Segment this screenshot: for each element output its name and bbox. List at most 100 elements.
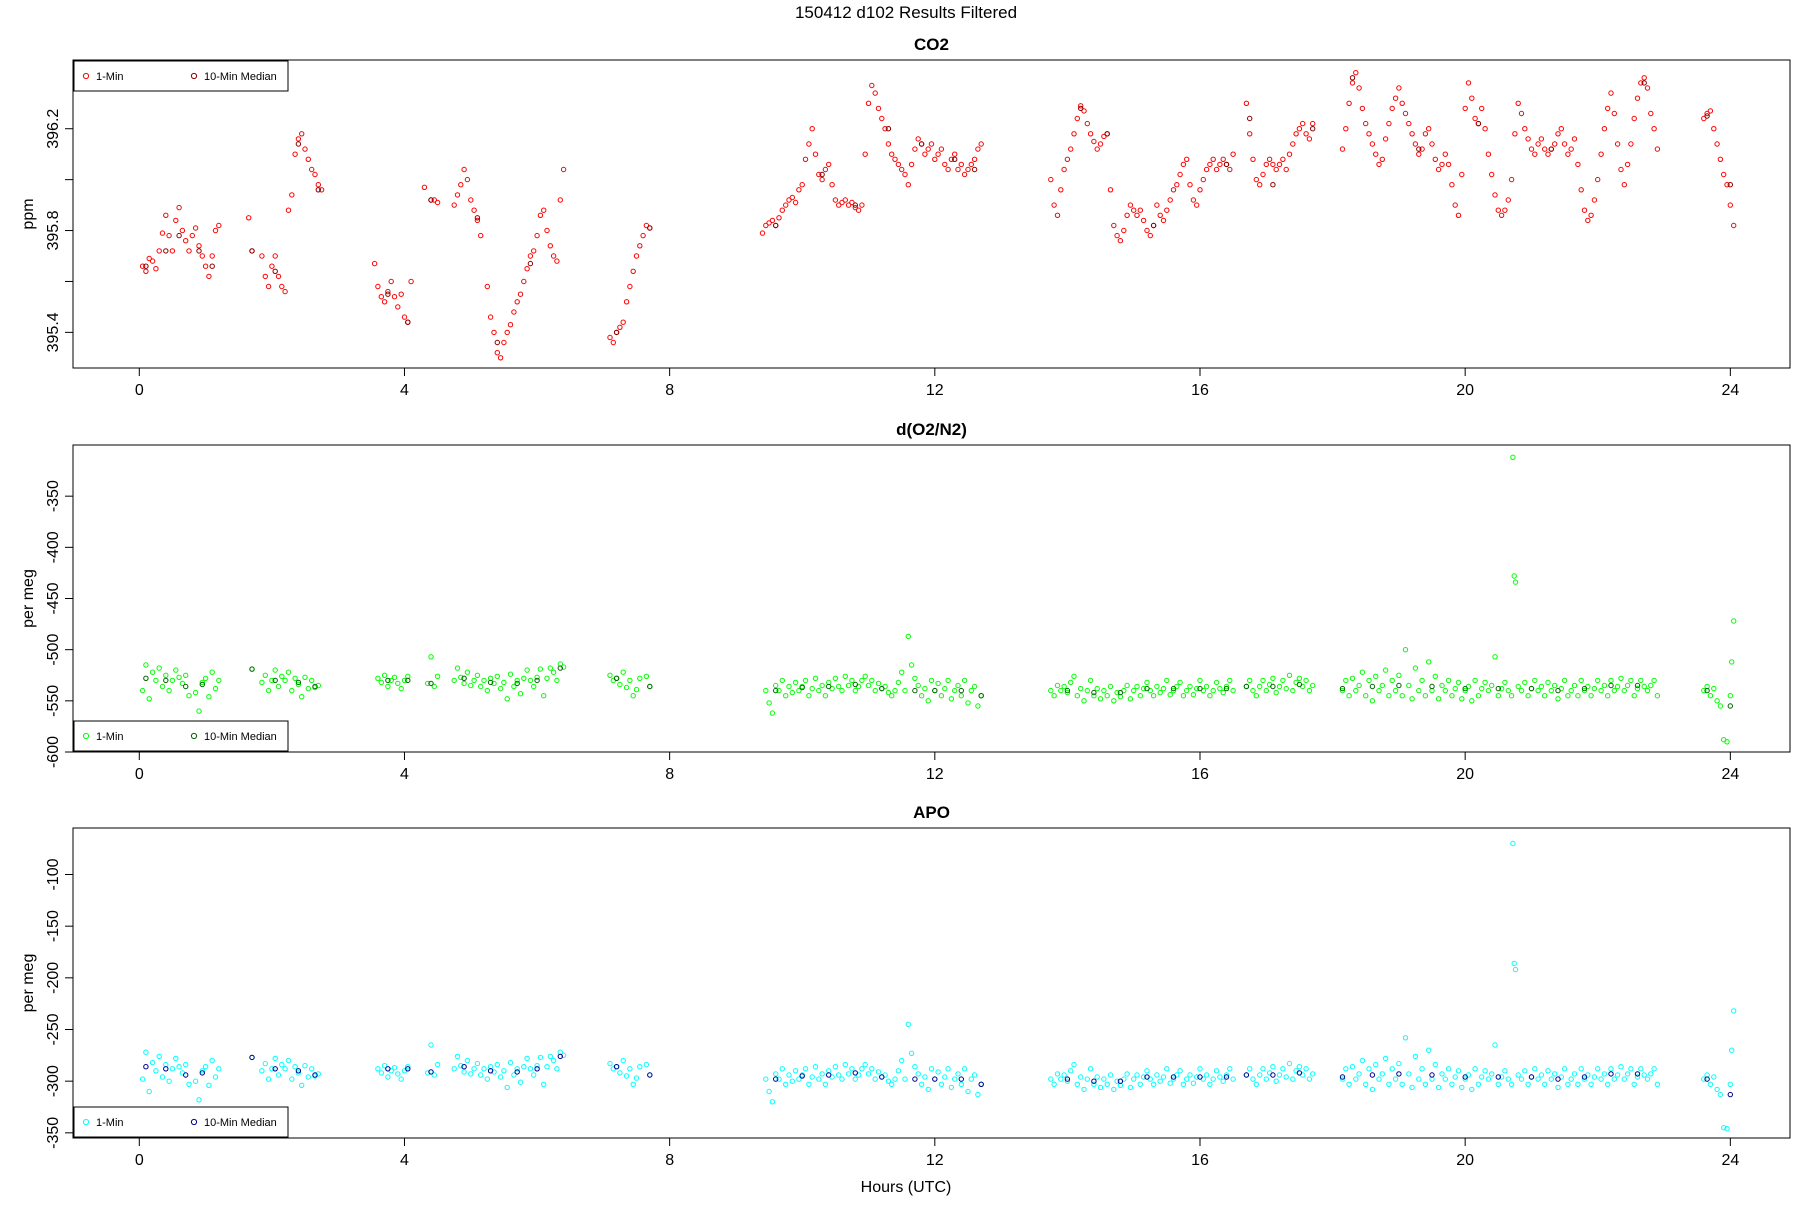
data-point <box>978 693 984 699</box>
data-point <box>1091 138 1097 145</box>
data-point <box>1432 1061 1439 1068</box>
data-point <box>1253 693 1260 699</box>
data-point <box>855 207 862 213</box>
data-point <box>1452 685 1458 692</box>
data-point <box>1611 687 1618 694</box>
data-point <box>494 350 500 356</box>
data-point <box>1621 687 1628 694</box>
data-point <box>942 685 948 692</box>
data-point <box>1200 176 1207 183</box>
data-point <box>458 674 464 680</box>
data-point <box>1346 1081 1352 1088</box>
data-point <box>925 698 931 704</box>
data-point <box>1518 687 1525 694</box>
data-point <box>371 260 378 267</box>
data-point <box>1498 1074 1505 1080</box>
data-point <box>279 673 285 679</box>
data-point <box>1426 1047 1432 1053</box>
data-point <box>285 1057 292 1064</box>
data-point <box>1363 693 1369 699</box>
data-point <box>1701 115 1707 122</box>
data-point <box>912 146 918 152</box>
data-point <box>1704 687 1710 694</box>
data-point <box>560 166 567 173</box>
data-point <box>1475 693 1482 699</box>
data-point <box>1611 1076 1618 1082</box>
data-point <box>971 1072 978 1078</box>
data-point <box>451 202 457 208</box>
data-point <box>899 1057 905 1064</box>
data-point <box>779 677 785 684</box>
data-point <box>908 662 915 668</box>
data-point <box>395 680 401 687</box>
y-tick-label: -500 <box>45 634 62 666</box>
data-point <box>199 679 206 686</box>
data-point <box>527 677 534 684</box>
data-point <box>149 669 156 675</box>
data-point <box>958 687 964 694</box>
data-point <box>889 693 895 699</box>
data-point <box>1170 685 1177 692</box>
data-point <box>1260 171 1266 178</box>
data-point <box>1495 693 1502 699</box>
x-tick-label: 0 <box>135 382 144 399</box>
data-point <box>763 687 769 694</box>
data-point <box>1548 1076 1555 1082</box>
data-point <box>1598 687 1604 694</box>
data-point <box>541 1081 547 1088</box>
data-point <box>401 677 408 684</box>
data-point <box>869 82 875 89</box>
data-point <box>1522 1068 1528 1074</box>
data-point <box>1525 136 1531 142</box>
data-point <box>169 677 176 684</box>
data-point <box>1266 156 1273 163</box>
y-tick-label: 396.2 <box>45 109 62 149</box>
data-point <box>431 197 437 203</box>
data-point <box>1502 679 1508 686</box>
data-point <box>1568 1076 1574 1082</box>
x-tick-label: 4 <box>400 766 409 783</box>
data-point <box>620 1057 626 1064</box>
data-point <box>176 204 182 211</box>
data-point <box>183 1072 189 1078</box>
data-point <box>431 1072 437 1078</box>
data-point <box>491 1069 497 1075</box>
data-point <box>1628 141 1634 147</box>
data-point <box>547 243 553 249</box>
legend-marker <box>82 72 90 80</box>
data-point <box>1051 202 1057 208</box>
data-point <box>299 1082 305 1089</box>
data-point <box>1591 197 1598 203</box>
data-point <box>1651 677 1657 684</box>
data-point <box>845 202 852 208</box>
data-point <box>1465 80 1472 86</box>
data-point <box>776 1076 782 1082</box>
data-point <box>766 220 772 226</box>
data-point <box>1203 166 1210 173</box>
data-point <box>1651 126 1657 132</box>
data-point <box>895 679 902 686</box>
data-point <box>1409 131 1415 137</box>
data-point <box>643 673 650 679</box>
data-point <box>262 1060 268 1067</box>
legend-label: 1-Min <box>96 1117 124 1129</box>
data-point <box>1078 685 1084 692</box>
data-point <box>792 1068 799 1074</box>
data-point <box>1555 1076 1561 1082</box>
data-point <box>183 1061 189 1068</box>
data-point <box>932 156 938 163</box>
data-point <box>560 664 567 670</box>
data-point <box>275 1072 282 1078</box>
data-point <box>1535 141 1541 147</box>
data-point <box>922 685 928 692</box>
data-point <box>623 299 630 305</box>
data-point <box>381 672 388 678</box>
x-tick-label: 12 <box>926 382 944 399</box>
data-point <box>1303 131 1309 137</box>
data-point <box>1373 151 1379 157</box>
data-point <box>852 202 858 208</box>
data-point <box>202 675 209 681</box>
data-point <box>783 1081 789 1088</box>
data-point <box>1064 687 1071 694</box>
data-point <box>531 683 537 690</box>
